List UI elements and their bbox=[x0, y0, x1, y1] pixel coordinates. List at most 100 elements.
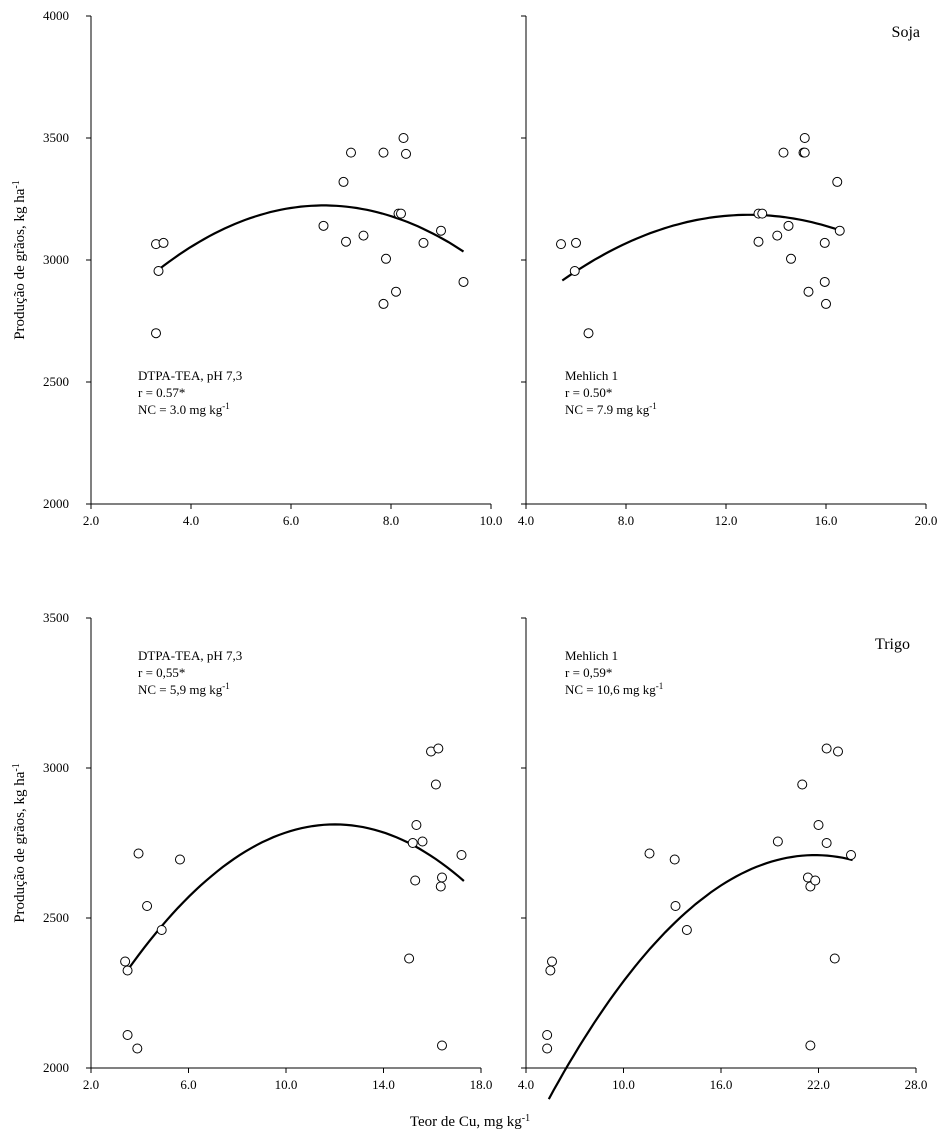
annotation-line: Mehlich 1 bbox=[565, 648, 618, 663]
data-point bbox=[358, 230, 369, 241]
x-tick-label: 16.0 bbox=[815, 513, 838, 528]
data-point bbox=[669, 854, 680, 865]
data-point bbox=[542, 1043, 553, 1054]
data-point bbox=[338, 176, 349, 187]
x-tick-label: 18.0 bbox=[470, 1077, 493, 1092]
data-point bbox=[151, 328, 161, 339]
data-point bbox=[417, 836, 428, 847]
x-tick-label: 4.0 bbox=[518, 513, 534, 528]
data-point bbox=[832, 176, 843, 187]
data-point bbox=[341, 236, 351, 247]
x-tick-label: 8.0 bbox=[383, 513, 399, 528]
data-point bbox=[810, 875, 821, 886]
annotation-line: r = 0.57* bbox=[138, 385, 185, 400]
data-point bbox=[542, 1030, 553, 1040]
panel-title: Trigo bbox=[875, 636, 910, 653]
data-point bbox=[803, 286, 814, 297]
data-point bbox=[456, 850, 467, 860]
data-point bbox=[545, 965, 556, 976]
data-point bbox=[430, 779, 441, 790]
data-point bbox=[410, 875, 421, 886]
data-point bbox=[174, 854, 185, 865]
y-axis-label: Produção de grãos, kg ha-1 bbox=[11, 763, 29, 923]
data-point bbox=[821, 298, 831, 309]
x-tick-label: 10.0 bbox=[275, 1077, 298, 1092]
data-point bbox=[158, 237, 169, 248]
data-point bbox=[398, 133, 409, 143]
x-axis-label: Teor de Cu, mg kg-1 bbox=[410, 1113, 530, 1131]
data-point bbox=[571, 237, 581, 248]
data-point bbox=[670, 901, 681, 911]
annotation-line: DTPA-TEA, pH 7,3 bbox=[138, 368, 242, 383]
annotation-line: NC = 7.9 mg kg-1 bbox=[565, 401, 657, 417]
chart-panel-bottom-right: 4.0 10.0 16.0 22.0 28.0 Trigo Mehlich 1 r = 0,5… bbox=[518, 617, 928, 1100]
y-tick-label: 3000 bbox=[43, 760, 69, 775]
data-point bbox=[569, 265, 580, 276]
data-point bbox=[133, 848, 144, 859]
data-point bbox=[583, 328, 594, 339]
data-point bbox=[681, 925, 692, 935]
data-point bbox=[142, 901, 153, 911]
chart-panel-top-left: 2.0 4.0 6.0 8.0 10.0 2000 2500 3000 3500 4000 Prod… bbox=[11, 8, 503, 528]
data-point bbox=[381, 253, 391, 264]
chart-panel-top-right: 4.0 8.0 12.0 16.0 20.0 Soja Mehlich 1 r = 0.50*… bbox=[518, 15, 938, 528]
data-point bbox=[786, 253, 796, 264]
data-point bbox=[437, 872, 447, 883]
annotation-line: r = 0,59* bbox=[565, 665, 612, 680]
x-tick-label: 2.0 bbox=[83, 1077, 99, 1092]
data-point bbox=[120, 956, 131, 967]
data-point bbox=[547, 956, 557, 967]
x-tick-label: 28.0 bbox=[905, 1077, 928, 1092]
fit-curve bbox=[547, 854, 853, 1100]
y-tick-label: 3500 bbox=[43, 130, 69, 145]
data-point bbox=[834, 225, 845, 236]
data-point bbox=[805, 1040, 816, 1051]
x-tick-label: 22.0 bbox=[807, 1077, 830, 1092]
data-point bbox=[821, 743, 832, 754]
data-point bbox=[772, 230, 783, 241]
data-point bbox=[122, 1030, 133, 1040]
data-point bbox=[846, 850, 856, 860]
data-point bbox=[401, 148, 411, 159]
x-tick-label: 14.0 bbox=[372, 1077, 395, 1092]
x-tick-label: 20.0 bbox=[915, 513, 938, 528]
data-point bbox=[391, 286, 401, 297]
annotation-line: r = 0,55* bbox=[138, 665, 185, 680]
data-point bbox=[153, 265, 164, 276]
data-point bbox=[778, 147, 789, 158]
x-tick-label: 4.0 bbox=[183, 513, 199, 528]
data-point bbox=[644, 848, 655, 859]
panel-title: Soja bbox=[892, 24, 920, 41]
annotation-line: NC = 10,6 mg kg-1 bbox=[565, 681, 663, 697]
annotation-line: DTPA-TEA, pH 7,3 bbox=[138, 648, 242, 663]
data-point bbox=[753, 236, 764, 247]
data-point bbox=[829, 953, 840, 964]
annotation-line: NC = 3.0 mg kg-1 bbox=[138, 401, 230, 417]
x-tick-label: 16.0 bbox=[710, 1077, 733, 1092]
annotation-line: r = 0.50* bbox=[565, 385, 612, 400]
chart-panel-bottom-left: 2.0 6.0 10.0 14.0 18.0 2000 2500 3000 3500 Produç… bbox=[11, 610, 493, 1092]
data-point bbox=[437, 1040, 447, 1051]
y-tick-label: 2500 bbox=[43, 910, 69, 925]
data-point bbox=[458, 276, 469, 287]
annotation-line: Mehlich 1 bbox=[565, 368, 618, 383]
data-point bbox=[132, 1043, 143, 1054]
y-tick-label: 2000 bbox=[43, 496, 69, 511]
data-point bbox=[156, 925, 167, 935]
data-point bbox=[346, 147, 356, 158]
data-point bbox=[556, 239, 566, 250]
data-point bbox=[772, 836, 783, 847]
data-point bbox=[799, 133, 810, 143]
data-point bbox=[813, 820, 824, 830]
data-point bbox=[783, 220, 794, 231]
x-tick-label: 2.0 bbox=[83, 513, 99, 528]
y-axis-label: Produção de grãos, kg ha-1 bbox=[11, 180, 29, 340]
x-tick-label: 6.0 bbox=[283, 513, 299, 528]
data-point bbox=[799, 147, 810, 158]
data-point bbox=[378, 147, 389, 158]
data-point bbox=[378, 298, 389, 309]
x-tick-label: 10.0 bbox=[480, 513, 503, 528]
data-point bbox=[122, 965, 133, 976]
data-point bbox=[407, 838, 418, 848]
